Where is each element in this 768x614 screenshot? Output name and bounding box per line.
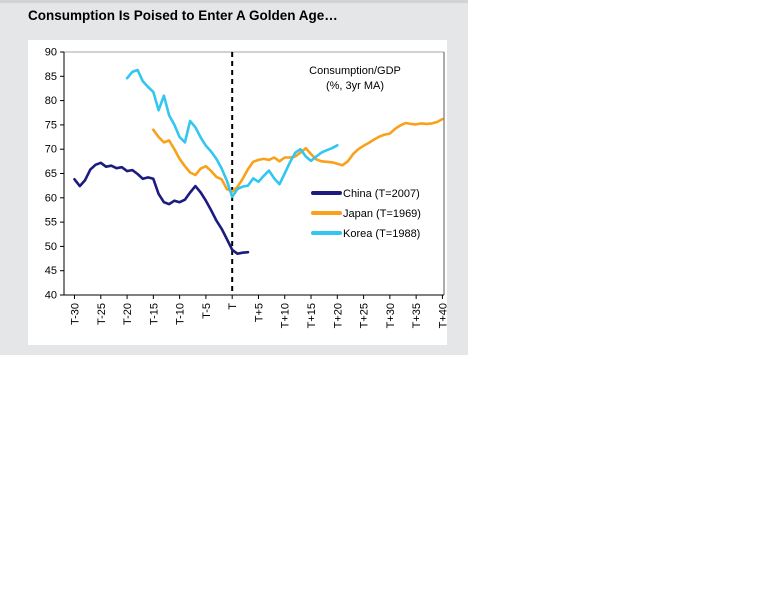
x-tick-label: T [227,303,239,310]
chart-annotation: Consumption/GDP (%, 3yr MA) [309,65,401,92]
y-axis: 90 85 80 75 70 65 60 55 50 45 40 [45,47,65,302]
chart-card: Consumption Is Poised to Enter A Golden … [0,0,468,355]
x-tick-label: T-5 [201,303,213,319]
y-tick-label: 50 [45,241,57,253]
y-tick-label: 75 [45,119,57,131]
legend-item-japan: Japan (T=1969) [311,208,421,220]
x-tick-label: T+30 [385,303,397,328]
x-tick-label: T+20 [332,303,344,328]
y-tick-label: 90 [45,47,57,59]
y-tick-label: 85 [45,71,57,83]
chart-panel: 90 85 80 75 70 65 60 55 50 45 40 T-30 T-25 T-20 T-15 T-… [28,40,450,345]
y-tick-label: 40 [45,290,57,302]
x-tick-label: T+10 [280,303,292,328]
x-tick-label: T+15 [306,303,318,328]
x-axis: T-30 T-25 T-20 T-15 T-10 T-5 T T+5 T+10 T+15 T+20 T… [64,294,449,328]
chart-legend: China (T=2007) Japan (T=1969) Korea (T=198… [311,188,421,240]
legend-item-korea: Korea (T=1988) [311,228,420,240]
series-line-japan [152,117,444,193]
y-tick-label: 70 [45,144,57,156]
x-tick-label: T-10 [175,303,187,325]
legend-label: Japan (T=1969) [343,208,421,220]
series-line-korea [125,68,339,199]
y-tick-label: 45 [45,265,57,277]
x-tick-label: T-20 [122,303,134,325]
x-tick-label: T-25 [96,303,108,325]
annotation-line-2: (%, 3yr MA) [326,80,384,92]
legend-item-china: China (T=2007) [311,188,420,200]
y-tick-label: 80 [45,95,57,107]
x-tick-label: T+5 [253,303,265,322]
x-tick-label: T+25 [359,303,371,328]
y-tick-label: 60 [45,192,57,204]
x-tick-label: T-30 [70,303,82,325]
x-tick-label: T+35 [411,303,423,328]
card-top-edge [0,0,468,3]
x-tick-label: T-15 [148,303,160,325]
annotation-line-1: Consumption/GDP [309,65,401,77]
legend-label: Korea (T=1988) [343,228,420,240]
y-tick-label: 55 [45,217,57,229]
chart-title: Consumption Is Poised to Enter A Golden … [28,8,338,23]
plot-area [64,52,444,295]
legend-label: China (T=2007) [343,188,420,200]
y-tick-label: 65 [45,168,57,180]
series-line-china [73,161,250,255]
x-tick-label: T+40 [437,303,447,328]
